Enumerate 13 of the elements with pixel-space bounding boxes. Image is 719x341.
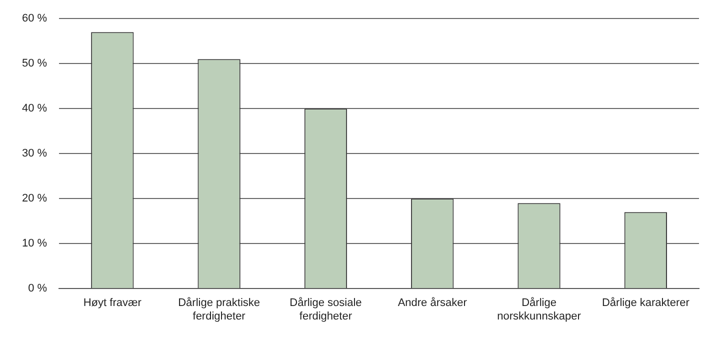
x-tick-label: Høyt fravær [83, 297, 142, 310]
x-tick-label: Dårlige norskkunnskaper [497, 297, 582, 322]
x-tick-label: Dårlige sosiale ferdigheter [290, 297, 362, 322]
x-tick-label: Andre årsaker [398, 297, 468, 310]
y-tick-label: 40 % [22, 102, 48, 115]
y-tick-label: 20 % [22, 192, 48, 205]
y-tick-label: 60 % [22, 12, 48, 25]
y-tick-label: 50 % [22, 58, 48, 70]
y-tick-label: 0 % [28, 282, 48, 295]
x-tick-label: Dårlige praktiske ferdigheter [178, 297, 260, 322]
y-tick-label: 10 % [22, 238, 48, 250]
x-tick-label: Dårlige karakterer [602, 297, 690, 310]
y-tick-label: 30 % [22, 148, 48, 160]
